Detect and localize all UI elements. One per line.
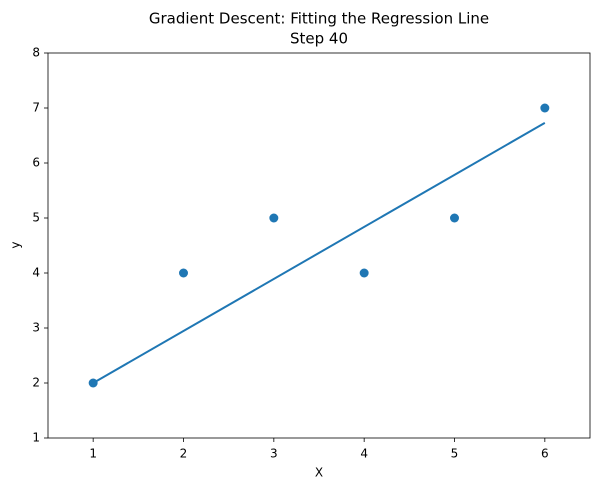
y-axis-label: y bbox=[9, 241, 23, 248]
x-tick-label: 4 bbox=[360, 447, 368, 461]
y-tick-label: 5 bbox=[32, 211, 40, 225]
y-tick-label: 1 bbox=[32, 431, 40, 445]
x-tick-label: 1 bbox=[89, 447, 97, 461]
data-point bbox=[269, 213, 279, 223]
data-point bbox=[540, 103, 550, 113]
y-tick-label: 8 bbox=[32, 46, 40, 60]
y-tick-label: 7 bbox=[32, 101, 40, 115]
plot-frame bbox=[47, 52, 591, 439]
chart-title: Gradient Descent: Fitting the Regression… bbox=[149, 10, 489, 28]
y-tick-label: 4 bbox=[32, 266, 40, 280]
y-tick-label: 6 bbox=[32, 156, 40, 170]
y-tick-label: 2 bbox=[32, 376, 40, 390]
data-point bbox=[179, 268, 188, 278]
data-point bbox=[88, 378, 98, 388]
x-tick-label: 3 bbox=[270, 447, 278, 461]
x-axis-label: X bbox=[315, 466, 323, 480]
data-point bbox=[450, 213, 459, 223]
x-tick-label: 2 bbox=[180, 447, 188, 461]
fit-line bbox=[92, 121, 546, 384]
x-tick-label: 6 bbox=[541, 447, 549, 461]
chart-subtitle: Step 40 bbox=[290, 30, 348, 48]
y-tick-label: 3 bbox=[32, 321, 40, 335]
data-point bbox=[359, 268, 369, 278]
x-tick-label: 5 bbox=[451, 447, 459, 461]
